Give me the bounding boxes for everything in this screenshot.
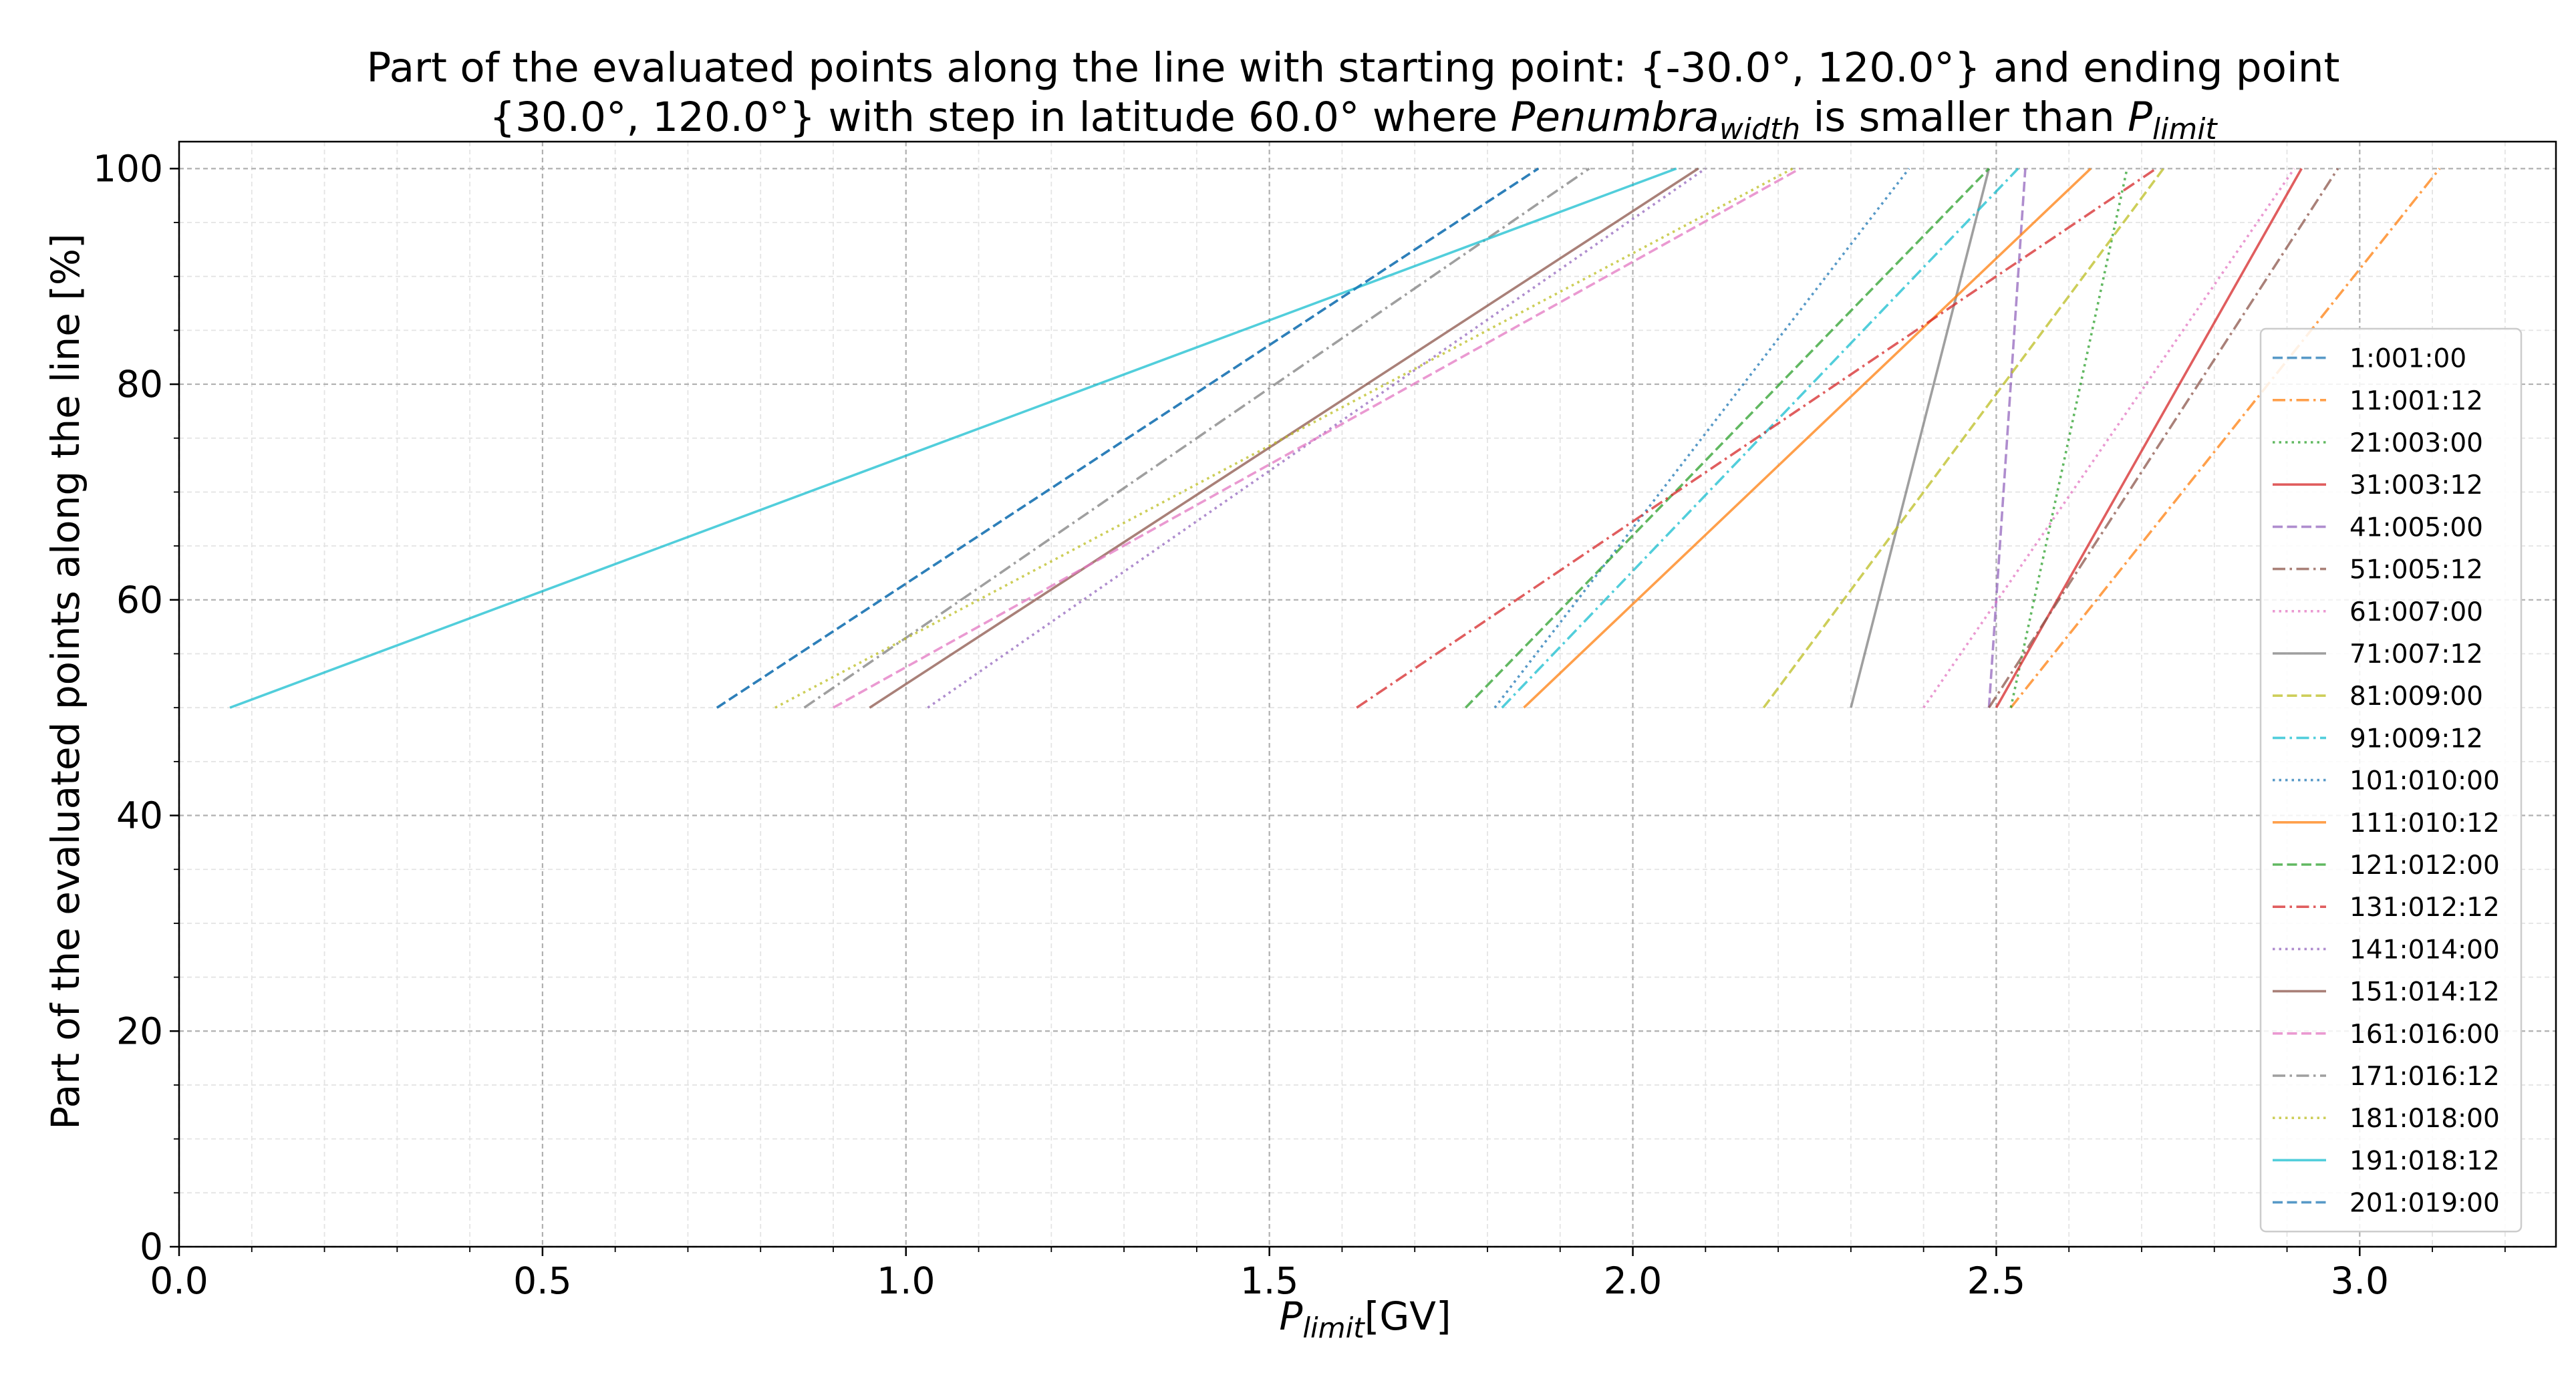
series-line-15 [927,167,1707,709]
legend-entry-5: 41:005:00 [2273,512,2483,543]
series-line-10 [1501,168,2019,709]
legend-entry-6: 51:005:12 [2273,555,2483,585]
legend-label: 131:012:12 [2349,893,2500,923]
x-tick-label: 0.5 [513,1259,571,1302]
legend-entry-14: 131:012:12 [2273,893,2500,923]
legend-label: 71:007:12 [2349,639,2483,669]
x-tick-label: 2.0 [1604,1259,1662,1302]
series-line-9 [1762,168,2165,709]
legend-entry-11: 101:010:00 [2273,766,2500,796]
x-axis-label: Plimit[GV] [1279,1293,1451,1344]
legend-label: 101:010:00 [2349,766,2500,796]
legend-label: 141:014:00 [2349,935,2500,965]
y-tick-label: 20 [116,1010,163,1052]
series-line-6 [1987,168,2339,709]
y-axis-label: Part of the evaluated points along the l… [43,233,88,1129]
legend-box [2259,327,2523,1233]
series-line-16 [869,167,1699,709]
legend-entry-16: 151:014:12 [2273,977,2500,1008]
legend-label: 111:010:12 [2349,808,2500,838]
legend-label: 51:005:12 [2349,555,2483,585]
legend-label: 161:016:00 [2349,1020,2500,1050]
title-width-subscript: width [1719,112,1800,146]
chart-title-line-1: Part of the evaluated points along the l… [367,44,2340,92]
y-tick-label: 40 [116,794,163,837]
series-layer [229,167,2441,709]
series-line-5 [1987,168,2027,708]
legend-entry-21: 201:019:00 [2273,1189,2500,1219]
legend-entry-18: 171:016:12 [2273,1062,2500,1092]
title-p: P [2128,94,2152,141]
legend-label: 201:019:00 [2349,1189,2500,1219]
legend-entry-12: 111:010:12 [2273,808,2500,838]
legend-entry-7: 61:007:00 [2273,597,2483,627]
series-line-11 [1493,168,1910,709]
series-line-17 [833,167,1801,709]
legend-entry-4: 31:003:12 [2273,470,2483,500]
legend: 1:001:00 11:001:12 21:003:00 31:003:12 41:00… [2259,327,2523,1233]
legend-label: 61:007:00 [2349,597,2483,627]
legend-label: 91:009:12 [2349,724,2483,754]
xlabel-p: P [1279,1293,1302,1339]
legend-label: 11:001:12 [2349,386,2483,416]
legend-entry-3: 21:003:00 [2273,428,2483,458]
legend-label: 21:003:00 [2349,428,2483,458]
y-tick-label: 0 [140,1225,163,1268]
legend-entry-10: 91:009:12 [2273,724,2483,754]
series-line-19 [774,167,1794,709]
ticks-layer: 0.0 0.5 1.0 1.5 2.0 2.5 3.0 0 20 40 60 80 100 [93,147,2506,1302]
legend-label: 191:018:12 [2349,1146,2500,1176]
legend-entry-8: 71:007:12 [2273,639,2483,669]
series-line-2 [2009,168,2441,709]
legend-label: 121:012:00 [2349,851,2500,881]
series-line-7 [1922,168,2295,709]
x-tick-label: 3.0 [2331,1259,2389,1302]
series-line-12 [1523,167,2092,709]
legend-label: 41:005:00 [2349,512,2483,543]
y-tick-label: 80 [116,363,163,406]
series-line-20 [229,167,1677,709]
series-line-8 [1850,168,1991,708]
legend-entry-2: 11:001:12 [2273,386,2483,416]
x-tick-label: 1.0 [877,1259,935,1302]
title-limit-subscript: limit [2152,112,2219,146]
series-line-18 [803,167,1590,709]
x-tick-label: 2.5 [1967,1259,2025,1302]
xlabel-limit-subscript: limit [1302,1312,1365,1344]
x-tick-label: 0.0 [150,1259,208,1302]
xlabel-unit: [GV] [1365,1293,1451,1339]
x-tick-label: 1.5 [1240,1259,1298,1302]
legend-entry-1: 1:001:00 [2273,344,2466,374]
legend-entry-15: 141:014:00 [2273,935,2500,965]
legend-label: 1:001:00 [2349,344,2466,374]
chart-title-line-2: {30.0°, 120.0°} with step in latitude 60… [489,94,2218,146]
legend-label: 151:014:12 [2349,977,2500,1008]
y-tick-label: 60 [116,579,163,621]
plot-frame [178,140,2557,1248]
series-line-13 [1465,168,1990,709]
y-tick-label: 100 [93,147,163,190]
legend-entry-17: 161:016:00 [2273,1020,2500,1050]
legend-entry-13: 121:012:00 [2273,851,2500,881]
legend-label: 171:016:12 [2349,1062,2500,1092]
legend-label: 181:018:00 [2349,1104,2500,1134]
series-line-14 [1356,167,2157,709]
legend-entry-9: 81:009:00 [2273,681,2483,712]
legend-label: 81:009:00 [2349,681,2483,712]
title-line-2-part-b: is smaller than [1800,94,2128,141]
minor-grid [179,142,2556,1247]
title-line-2-part-a: {30.0°, 120.0°} with step in latitude 60… [489,94,1510,141]
series-line-21 [716,167,1540,709]
legend-label: 31:003:12 [2349,470,2483,500]
legend-entry-20: 191:018:12 [2273,1146,2500,1176]
legend-entry-19: 181:018:00 [2273,1104,2500,1134]
title-penumbra: Penumbra [1511,94,1719,141]
